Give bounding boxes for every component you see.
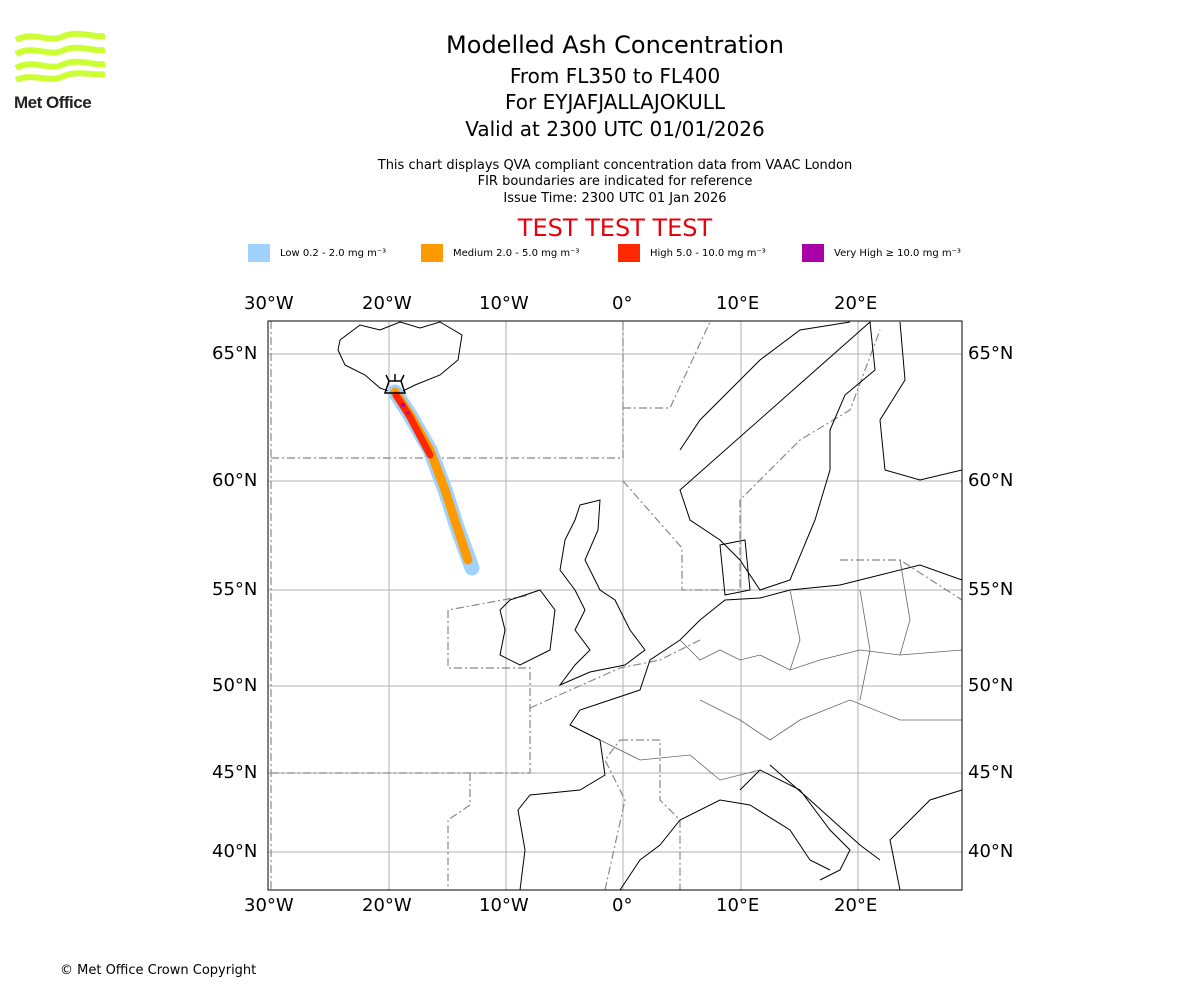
map-frame [267,320,963,891]
lat-label: 45°N [968,762,1014,783]
legend: Low 0.2 - 2.0 mg m⁻³ Medium 2.0 - 5.0 mg… [248,244,961,262]
svg-text:Met Office: Met Office [14,93,91,112]
legend-high: High 5.0 - 10.0 mg m⁻³ [618,244,802,262]
finland [879,321,962,481]
lon-label: 30°W [244,293,294,314]
great-britain [558,499,646,687]
ash-plume [387,384,480,576]
chart-note: This chart displays QVA compliant concen… [377,158,853,173]
denmark [719,539,751,596]
legend-swatch [618,244,640,262]
chart-title: Modelled Ash Concentration [446,31,784,59]
ireland [499,589,556,666]
legend-low: Low 0.2 - 2.0 mg m⁻³ [248,244,421,262]
lat-label: 50°N [212,675,258,696]
legend-label: Medium 2.0 - 5.0 mg m⁻³ [453,247,580,259]
volcano-name: For EYJAFJALLAJOKULL [505,90,725,114]
lon-label: 20°W [362,895,412,916]
country-borders [599,559,962,781]
issue-time: Issue Time: 2300 UTC 01 Jan 2026 [503,191,727,206]
lon-label: 10°E [716,293,760,314]
legend-swatch [248,244,270,262]
lat-label: 40°N [212,841,258,862]
legend-swatch [802,244,824,262]
legend-medium: Medium 2.0 - 5.0 mg m⁻³ [421,244,618,262]
lon-label: 10°W [479,293,529,314]
legend-label: Low 0.2 - 2.0 mg m⁻³ [280,247,387,259]
lon-label: 0° [612,293,633,314]
lat-label: 60°N [212,470,258,491]
lon-label: 20°E [834,293,878,314]
test-banner: TEST TEST TEST [517,214,713,242]
lon-label: 30°W [244,895,294,916]
lon-label: 10°E [716,895,760,916]
legend-label: Very High ≥ 10.0 mg m⁻³ [834,247,961,259]
lat-label: 65°N [968,343,1014,364]
fir-note: FIR boundaries are indicated for referen… [477,174,753,189]
lat-label: 40°N [968,841,1014,862]
lat-label: 55°N [212,579,258,600]
fir-boundaries [270,321,962,890]
lon-label: 20°W [362,293,412,314]
met-office-logo: Met Office [14,30,106,112]
legend-swatch [421,244,443,262]
lat-label: 55°N [968,579,1014,600]
plume-high [392,391,434,459]
valid-time: Valid at 2300 UTC 01/01/2026 [465,117,765,141]
coastlines [337,321,962,890]
flight-levels: From FL350 to FL400 [509,64,721,88]
lon-label: 20°E [834,895,878,916]
scandinavia [679,321,876,591]
legend-label: High 5.0 - 10.0 mg m⁻³ [650,247,766,259]
copyright: © Met Office Crown Copyright [60,963,257,978]
lat-label: 65°N [212,343,258,364]
lon-label: 0° [612,895,633,916]
lat-label: 50°N [968,675,1014,696]
plume-very-high [401,403,405,407]
graticule [268,321,962,890]
volcano-icon [383,374,407,394]
legend-very-high: Very High ≥ 10.0 mg m⁻³ [802,244,961,262]
lat-label: 45°N [212,762,258,783]
lon-label: 10°W [479,895,529,916]
continent [517,564,962,890]
lat-label: 60°N [968,470,1014,491]
iceland [337,321,463,395]
